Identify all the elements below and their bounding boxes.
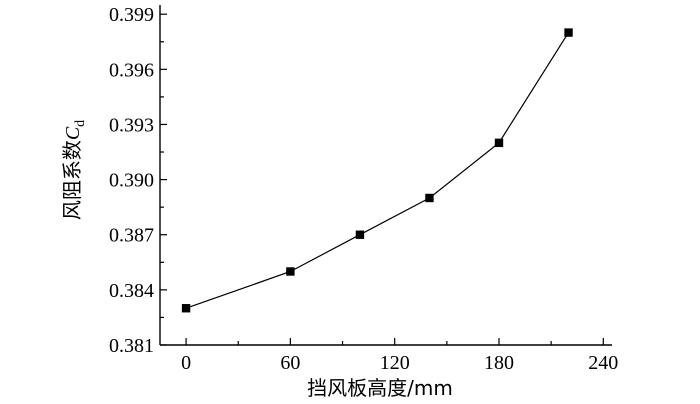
y-tick-label: 0.387	[109, 225, 154, 247]
y-tick-label: 0.393	[109, 114, 154, 136]
y-tick-label: 0.384	[109, 280, 154, 302]
y-axis-title-text: 风阻系数	[60, 140, 84, 220]
data-point-marker	[564, 28, 573, 37]
y-axis-title: 风阻系数Cd	[60, 120, 88, 220]
x-tick-label: 60	[280, 352, 300, 374]
x-tick-label: 240	[588, 352, 618, 374]
chart-axes	[159, 5, 612, 346]
data-point-marker	[425, 193, 434, 203]
y-tick-label: 0.390	[109, 170, 154, 192]
data-point-marker	[355, 230, 365, 239]
y-tick-label: 0.381	[109, 335, 154, 357]
y-axis-title-symbol: C	[62, 126, 84, 140]
x-tick-label: 120	[380, 352, 410, 374]
series-layer	[181, 28, 573, 313]
y-axis-title-subscript: d	[73, 120, 88, 127]
y-tick-label: 0.396	[109, 59, 154, 81]
data-point-marker	[286, 267, 295, 276]
x-tick-label: 0	[181, 352, 191, 374]
data-point-marker	[181, 304, 191, 313]
x-axis-title: 挡风板高度/mm	[307, 376, 453, 400]
y-tick-label: 0.399	[109, 4, 154, 26]
y-ticks: 0.381 0.384 0.387 0.390 0.393 0.396 0.399	[109, 4, 167, 357]
x-tick-label: 180	[484, 352, 514, 374]
series-line	[185, 32, 570, 309]
x-ticks: 0 60 120 180 240	[181, 338, 618, 374]
data-point-marker	[494, 138, 504, 148]
